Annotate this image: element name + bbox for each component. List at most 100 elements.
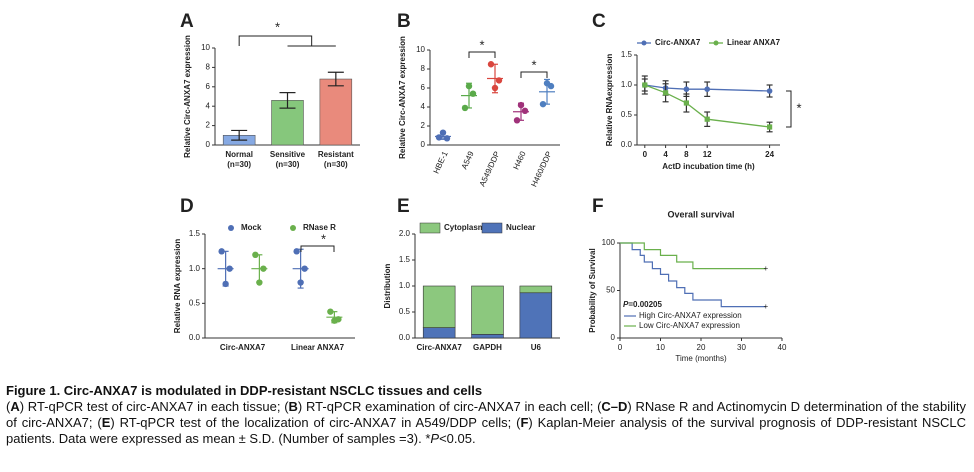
y-axis-label: Relative RNAexpression: [605, 54, 614, 147]
marker: [766, 88, 773, 94]
y-tick-label: 0.5: [189, 298, 201, 307]
caption-run: ) RT-qPCR examination of circ-ANXA7 in e…: [297, 399, 602, 414]
x-tick-label: 0: [618, 343, 623, 352]
bracket: [468, 51, 496, 58]
x-tick-label: 40: [778, 343, 787, 352]
data-point: [539, 100, 547, 108]
marker: [642, 82, 648, 88]
bar-segment: [422, 327, 456, 339]
x-tick-label: A549/DDP: [478, 150, 502, 188]
annotation-run: =0.00205: [628, 300, 662, 309]
legend-marker: [713, 40, 719, 46]
bar-segment: [519, 285, 553, 294]
y-tick-label: 8: [421, 64, 426, 73]
y-tick-label: 2: [206, 121, 211, 130]
y-axis-label: Probability of Survival: [588, 248, 597, 332]
x-tick-label: 0: [643, 150, 648, 159]
marker: [767, 124, 773, 130]
x-tick-label: 20: [697, 343, 706, 352]
y-tick-label: 0: [611, 333, 616, 342]
x-tick-label: Sensitive: [270, 150, 306, 159]
caption-run: ) RNase R and Actinomycin D determinatio…: [6, 399, 966, 430]
survival-curve: [620, 242, 766, 270]
caption-run: A: [10, 399, 20, 414]
annotation: P=0.00205: [623, 300, 662, 309]
bracket: [520, 71, 548, 78]
caption-run: C–D: [601, 399, 628, 414]
bar-segment: [471, 334, 504, 339]
x-tick-label: A549: [460, 149, 476, 170]
y-tick-label: 0: [421, 140, 426, 149]
legend-label: Low Circ-ANXA7 expression: [639, 321, 740, 330]
legend-swatch: [419, 222, 441, 234]
x-axis-label: ActD incubation time (h): [662, 162, 755, 171]
y-tick-label: 1.0: [399, 281, 411, 290]
y-tick-label: 1.0: [621, 80, 633, 89]
caption-run: ) Kaplan-Meier analysis of the survival …: [6, 415, 967, 446]
annotation: *: [531, 57, 536, 72]
legend-label: High Circ-ANXA7 expression: [639, 311, 742, 320]
bar: [319, 78, 353, 146]
marker: [683, 100, 689, 106]
legend-label: Nuclear: [506, 223, 535, 232]
legend-label: RNase R: [303, 223, 336, 232]
x-tick-label: 10: [656, 343, 665, 352]
data-point: [521, 107, 529, 115]
x-tick-label: 30: [737, 343, 746, 352]
y-tick-label: 0.0: [621, 140, 633, 149]
y-tick-label: 2: [421, 121, 426, 130]
x-tick-label: Circ-ANXA7: [220, 343, 266, 352]
marker: [704, 86, 710, 92]
x-tick-label: Normal: [225, 150, 253, 159]
survival-curve: [620, 242, 766, 308]
y-tick-label: 10: [416, 45, 425, 54]
bar-segment: [471, 285, 504, 335]
x-axis-label: Time (months): [675, 354, 727, 363]
bracket: [786, 90, 792, 128]
y-tick-label: 6: [206, 82, 211, 91]
x-tick-label: 4: [663, 150, 668, 159]
y-axis-label: Relative Circ-ANXA7 expression: [398, 36, 407, 159]
data-point: [461, 104, 469, 112]
y-tick-label: 1.5: [399, 255, 411, 264]
x-tick-label: 12: [703, 150, 712, 159]
caption-run: <0.05.: [439, 431, 476, 446]
data-point: [218, 248, 225, 255]
x-tick-label: Circ-ANXA7: [416, 343, 462, 352]
y-axis-label: Distribution: [383, 263, 392, 308]
panel-label: F: [592, 196, 604, 217]
bracket: [300, 245, 335, 252]
marker: [683, 86, 690, 92]
x-tick-label: (n=30): [276, 160, 300, 169]
y-tick-label: 10: [201, 43, 210, 52]
annotation: *: [321, 231, 326, 246]
y-tick-label: 0.0: [399, 333, 411, 342]
caption-title: Figure 1. Circ-ANXA7 is modulated in DDP…: [6, 383, 483, 398]
annotation: *: [796, 100, 801, 115]
data-point: [327, 308, 334, 315]
y-axis-label: Relative Circ-ANXA7 expression: [183, 35, 192, 158]
y-tick-label: 8: [206, 63, 211, 72]
y-tick-label: 0.5: [621, 110, 633, 119]
y-tick-label: 1.5: [189, 229, 201, 238]
data-point: [513, 117, 521, 124]
y-tick-label: 6: [421, 83, 426, 92]
bar-segment: [422, 285, 456, 328]
y-axis-label: Relative RNA expression: [173, 239, 182, 334]
y-tick-label: 0.0: [189, 333, 201, 342]
y-tick-label: 0: [206, 140, 211, 149]
legend-label: Circ-ANXA7: [655, 38, 701, 47]
panel-label: D: [180, 196, 194, 217]
x-tick-label: HBE-1: [432, 149, 450, 175]
legend-marker: [228, 225, 234, 231]
y-tick-label: 4: [421, 102, 426, 111]
legend-label: Mock: [241, 223, 262, 232]
annotation: *: [479, 37, 484, 52]
y-tick-label: 1.5: [621, 50, 633, 59]
panel-label: C: [592, 11, 606, 32]
data-point: [487, 61, 495, 68]
legend-label: Cytoplasm: [444, 223, 485, 232]
x-tick-label: (n=30): [324, 160, 348, 169]
data-point: [547, 82, 555, 90]
